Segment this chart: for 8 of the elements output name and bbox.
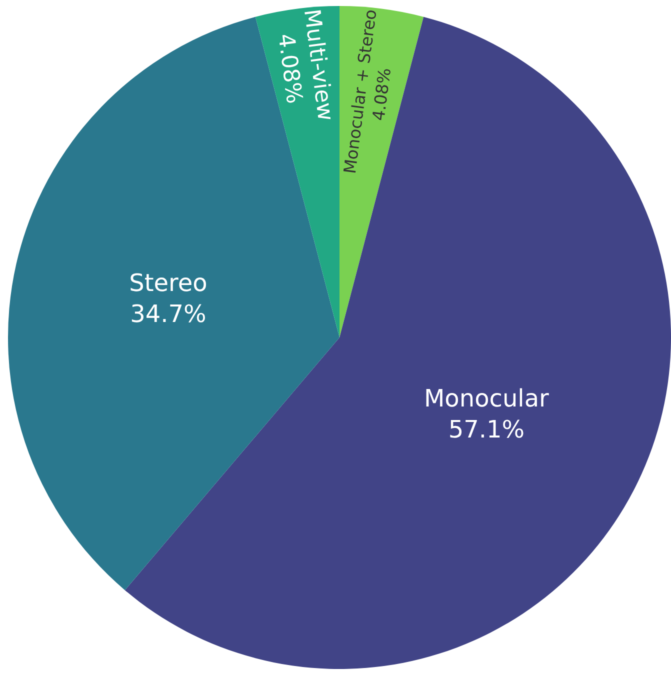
slice-label: Stereo: [129, 268, 208, 297]
pie-slice: [340, 6, 424, 338]
data-label: 4.08%: [369, 66, 395, 122]
slice-label: Monocular: [424, 384, 550, 412]
pie-slice: [255, 6, 340, 338]
data-label: 34.7%: [130, 300, 206, 328]
data-label: 4.08%: [272, 32, 308, 106]
data-label: 57.1%: [448, 416, 525, 444]
